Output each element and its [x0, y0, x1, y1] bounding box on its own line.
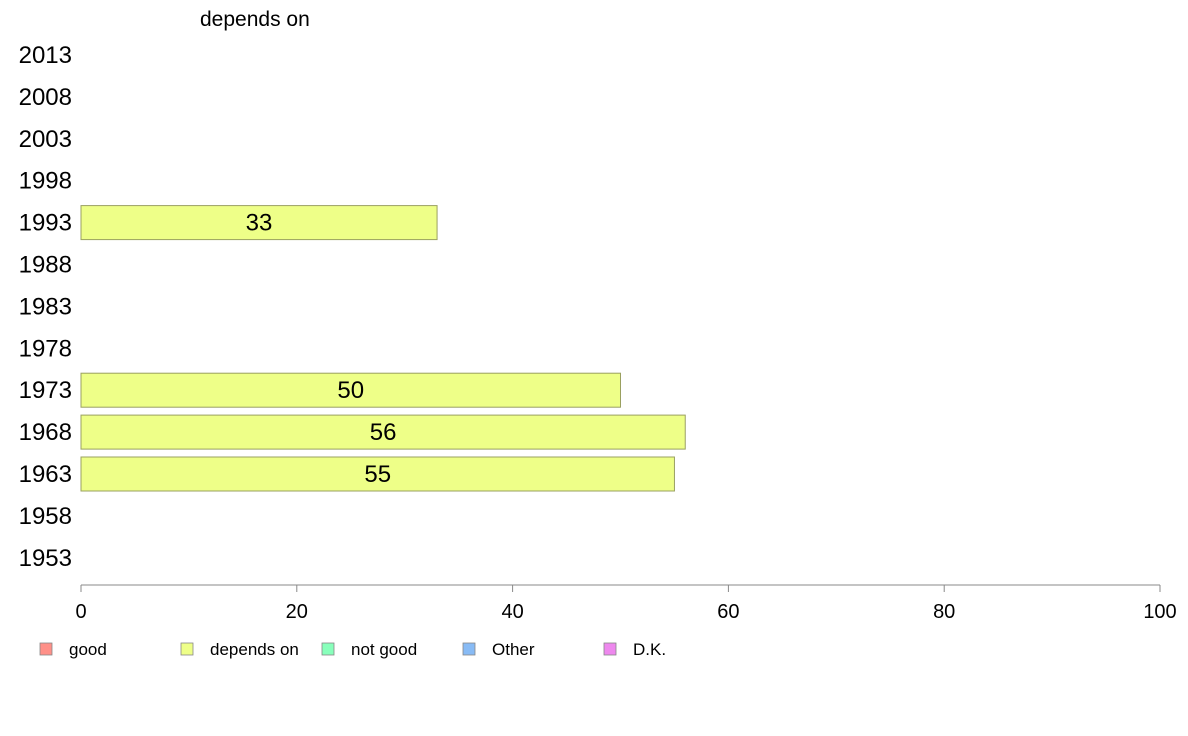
year-label-1958: 1958: [19, 503, 72, 530]
legend-swatch-good: [39, 642, 53, 656]
x-tick-label-40: 40: [501, 601, 523, 623]
x-tick-label-80: 80: [933, 601, 955, 623]
legend-label-d-k-: D.K.: [633, 640, 666, 659]
year-label-1998: 1998: [19, 168, 72, 195]
year-label-1978: 1978: [19, 335, 72, 362]
x-axis: 0 20 40 60 80 100: [75, 584, 1177, 623]
bars: [80, 205, 686, 492]
bar-1993: [80, 205, 438, 241]
year-label-2003: 2003: [19, 126, 72, 153]
bar-value-label-1963: 55: [364, 461, 391, 488]
bar-1963: [80, 456, 675, 492]
legend-swatch-depends-on: [180, 642, 194, 656]
panel-title: depends on: [200, 8, 310, 31]
year-label-1983: 1983: [19, 293, 72, 320]
legend-swatch-other: [462, 642, 476, 656]
bar-value-label-1968: 56: [370, 419, 397, 446]
legend-swatch-not-good: [321, 642, 335, 656]
year-label-1973: 1973: [19, 377, 72, 404]
legend-label-not-good: not good: [351, 640, 417, 659]
year-label-1968: 1968: [19, 419, 72, 446]
legend-label-other: Other: [492, 640, 535, 659]
year-label-1993: 1993: [19, 210, 72, 237]
x-tick-label-100: 100: [1143, 601, 1176, 623]
x-tick-label-0: 0: [75, 601, 86, 623]
bar-value-label-1973: 50: [337, 377, 364, 404]
legend: good depends on not good Other D.K.: [39, 640, 666, 659]
year-label-1963: 1963: [19, 461, 72, 488]
bar-1973: [80, 372, 621, 408]
year-label-2008: 2008: [19, 84, 72, 111]
bar-1968: [80, 414, 686, 450]
year-label-2013: 2013: [19, 42, 72, 69]
legend-label-good: good: [69, 640, 107, 659]
x-tick-label-60: 60: [717, 601, 739, 623]
year-label-1953: 1953: [19, 545, 72, 572]
bar-value-label-1993: 33: [246, 210, 273, 237]
year-label-1988: 1988: [19, 252, 72, 279]
year-labels: 2013 2008 2003 1998 1993 1988 1983 1978 1973 1968…: [19, 42, 72, 572]
x-tick-label-20: 20: [286, 601, 308, 623]
legend-label-depends-on: depends on: [210, 640, 299, 659]
legend-swatch-d-k-: [603, 642, 617, 656]
